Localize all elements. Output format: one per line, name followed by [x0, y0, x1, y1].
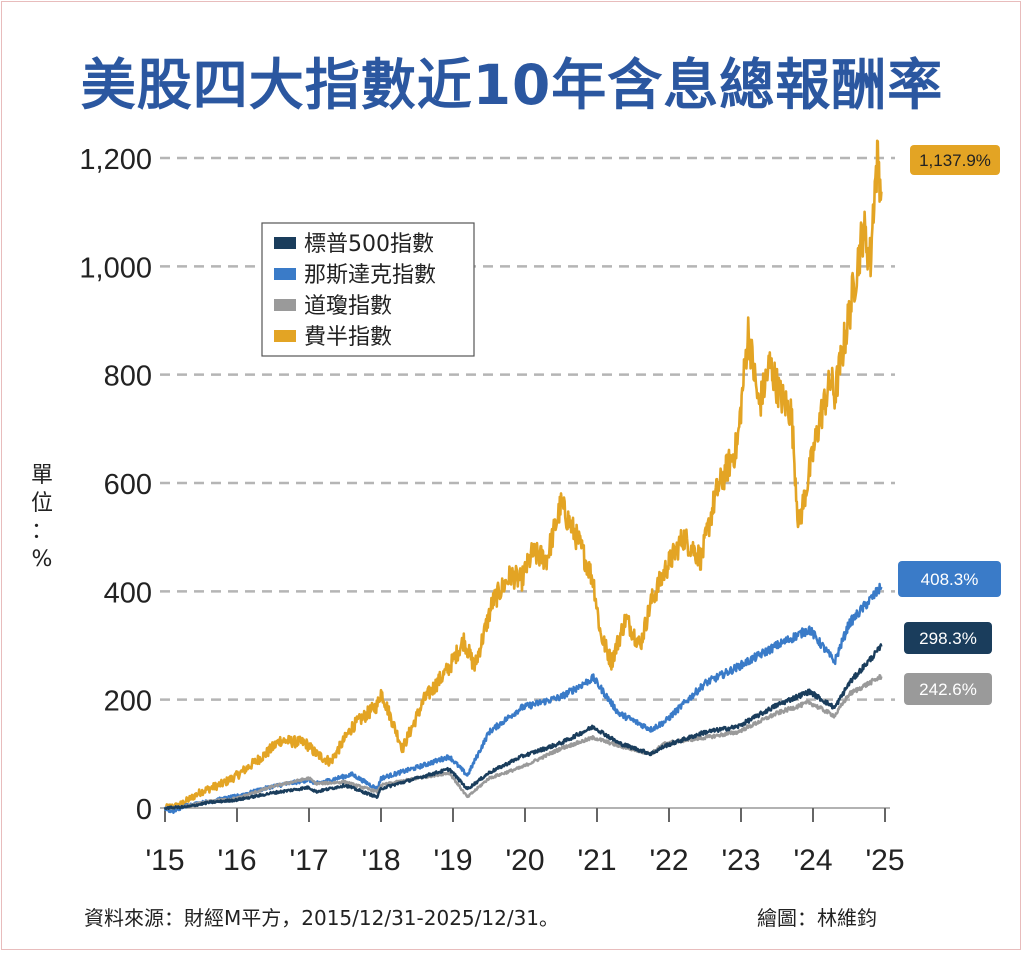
y-tick-label: 1,200 — [79, 144, 152, 176]
y-tick-label: 800 — [104, 361, 152, 393]
legend-box — [261, 222, 475, 357]
x-tick-label: '15 — [145, 844, 184, 877]
series-line-dow — [164, 674, 883, 810]
series-line-sp500 — [163, 643, 883, 810]
x-tick-label: '24 — [793, 844, 832, 877]
y-axis-unit-label: 單 位 ： % — [30, 462, 54, 574]
legend-swatch-dow — [274, 299, 296, 311]
x-tick-label: '19 — [433, 844, 472, 877]
end-label-box-dow — [904, 673, 992, 705]
unit-char: 位 — [30, 491, 53, 516]
x-tick-label: '23 — [721, 844, 760, 877]
end-value-labels: 1,137.9% 408.3% 298.3% 242.6% — [898, 145, 1001, 705]
series-lines — [163, 139, 883, 814]
x-tick-label: '20 — [505, 844, 544, 877]
end-label-box-sp500 — [904, 622, 992, 654]
unit-char: % — [31, 547, 53, 572]
legend-label-sp500: 標普500指數 — [304, 232, 434, 257]
illustrator-credit: 繪圖：林維鈞 — [757, 906, 877, 930]
y-tick-label: 200 — [104, 686, 152, 718]
legend-label-nasdaq: 那斯達克指數 — [304, 263, 436, 288]
x-tick-label: '18 — [361, 844, 400, 877]
source-note: 資料來源：財經M平方，2015/12/31-2025/12/31。 — [84, 906, 560, 930]
end-label-box-sox — [910, 145, 1000, 175]
x-tick-label: '16 — [217, 844, 256, 877]
x-tick-label: '22 — [649, 844, 688, 877]
y-axis-ticks: 0 200 400 600 800 1,000 1,200 — [79, 144, 152, 826]
x-tick-label: '25 — [865, 844, 904, 877]
y-tick-label: 0 — [136, 794, 152, 826]
x-tick-label: '17 — [289, 844, 328, 877]
unit-char: 單 — [30, 463, 53, 488]
y-tick-label: 600 — [104, 469, 152, 501]
legend-label-sox: 費半指數 — [304, 325, 392, 350]
legend-label-dow: 道瓊指數 — [304, 294, 392, 319]
legend-swatch-sp500 — [274, 237, 296, 249]
unit-char: ： — [30, 519, 53, 544]
y-tick-label: 1,000 — [79, 252, 152, 284]
chart-title: 美股四大指數近10年含息總報酬率 — [80, 53, 944, 117]
end-label-box-nasdaq — [898, 561, 1001, 597]
series-line-sox — [163, 139, 883, 811]
x-tick-label: '21 — [577, 844, 616, 877]
end-label-nasdaq: 408.3% — [921, 570, 979, 589]
legend-swatch-nasdaq — [274, 268, 296, 280]
end-label-dow: 242.6% — [919, 680, 977, 699]
y-tick-label: 400 — [104, 577, 152, 609]
end-label-sp500: 298.3% — [919, 629, 977, 648]
legend-swatch-sox — [274, 330, 296, 342]
end-label-sox: 1,137.9% — [919, 151, 991, 170]
x-axis-ticks: '15 '16 '17 '18 '19 '20 '21 '22 '23 '24 '25 — [145, 807, 905, 877]
series-line-nasdaq — [163, 582, 883, 814]
